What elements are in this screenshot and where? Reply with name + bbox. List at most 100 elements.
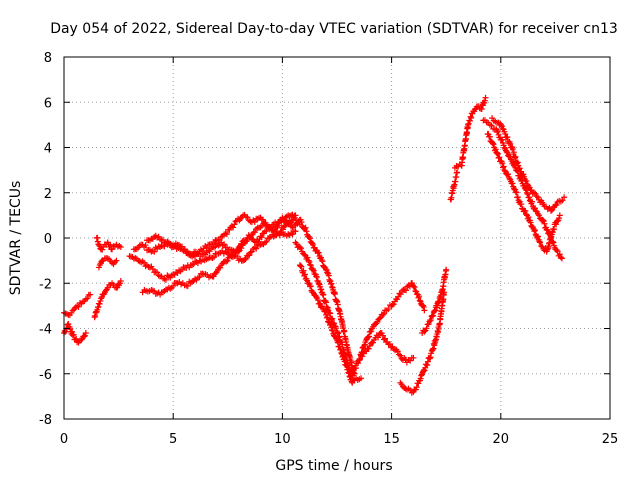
series-track-15 [397,289,448,396]
data-point [553,246,560,253]
data-point [465,121,472,128]
data-point [307,283,314,290]
data-point [331,291,338,298]
data-point [544,227,551,234]
data-point [396,351,403,358]
data-point [341,328,348,335]
data-point [527,219,534,226]
x-tick-labels: 0 5 10 15 20 25 [60,432,618,447]
data-point [210,273,217,280]
data-point [139,258,146,265]
data-point [532,227,539,234]
data-point [289,231,296,238]
data-point [349,379,356,386]
data-point [380,310,387,317]
series-track-17 [447,169,461,203]
data-point [302,224,309,231]
data-point [70,331,77,338]
data-point [516,165,523,172]
data-point [494,151,501,158]
series-track-9 [143,211,299,258]
data-point [554,248,561,255]
data-point [382,335,389,342]
data-point [556,251,563,258]
data-point [327,310,334,317]
data-point [499,125,506,132]
data-point [75,303,82,310]
data-point [454,169,461,176]
data-point [81,332,88,339]
series-track-3 [93,234,124,253]
data-point [332,334,339,341]
data-point [298,219,305,226]
series-track-19 [480,117,565,262]
data-point [435,329,442,336]
data-point [553,201,560,208]
data-point [328,327,335,334]
data-point [234,253,241,260]
data-point [231,221,238,228]
data-point [507,140,514,147]
data-point [424,362,431,369]
data-point [468,115,475,122]
data-point [530,189,537,196]
data-point [412,287,419,294]
data-point [332,333,339,340]
data-point [216,236,223,243]
data-point [500,163,507,170]
data-point [160,242,167,249]
data-point [478,105,485,112]
series-track-16 [419,266,450,337]
data-point [494,128,501,135]
data-point [486,133,493,140]
data-point [300,267,307,274]
data-point [319,258,326,265]
data-point [307,235,314,242]
data-point [490,141,497,148]
data-point [310,267,317,274]
series-track-1 [61,291,94,318]
series-track-21 [489,115,568,214]
data-point [492,146,499,153]
data-point [329,327,336,334]
y-axis-label: SDTVAR / TECUs [8,181,24,296]
data-point [96,300,103,307]
data-point [524,189,531,196]
y-tick-label: -6 [39,368,52,383]
data-point [465,120,472,127]
data-point [305,279,312,286]
data-point [556,212,563,219]
data-point [117,244,124,251]
data-point [235,244,242,251]
data-point [117,277,124,284]
data-point [518,201,525,208]
data-point [82,330,89,337]
data-point [263,227,270,234]
data-point [541,220,548,227]
data-point [553,221,560,228]
data-point [466,117,473,124]
data-point [423,325,430,332]
data-point [390,301,397,308]
data-point [133,245,140,252]
data-point [350,369,357,376]
data-point [558,255,565,262]
data-point [266,235,273,241]
y-tick-label: -2 [39,277,52,292]
data-point [421,307,428,314]
data-point [247,249,254,256]
data-point [324,314,331,321]
series-track-12 [296,262,356,386]
data-point [504,134,511,141]
data-point [298,263,305,270]
data-point [395,293,402,300]
data-point [561,194,568,201]
data-point [246,252,253,259]
data-point [149,266,156,273]
data-point [116,242,123,249]
data-point [223,258,230,265]
data-point [427,354,434,361]
data-point [212,269,219,276]
y-tick-label: -4 [39,323,52,338]
y-tick-label: -8 [39,413,52,428]
